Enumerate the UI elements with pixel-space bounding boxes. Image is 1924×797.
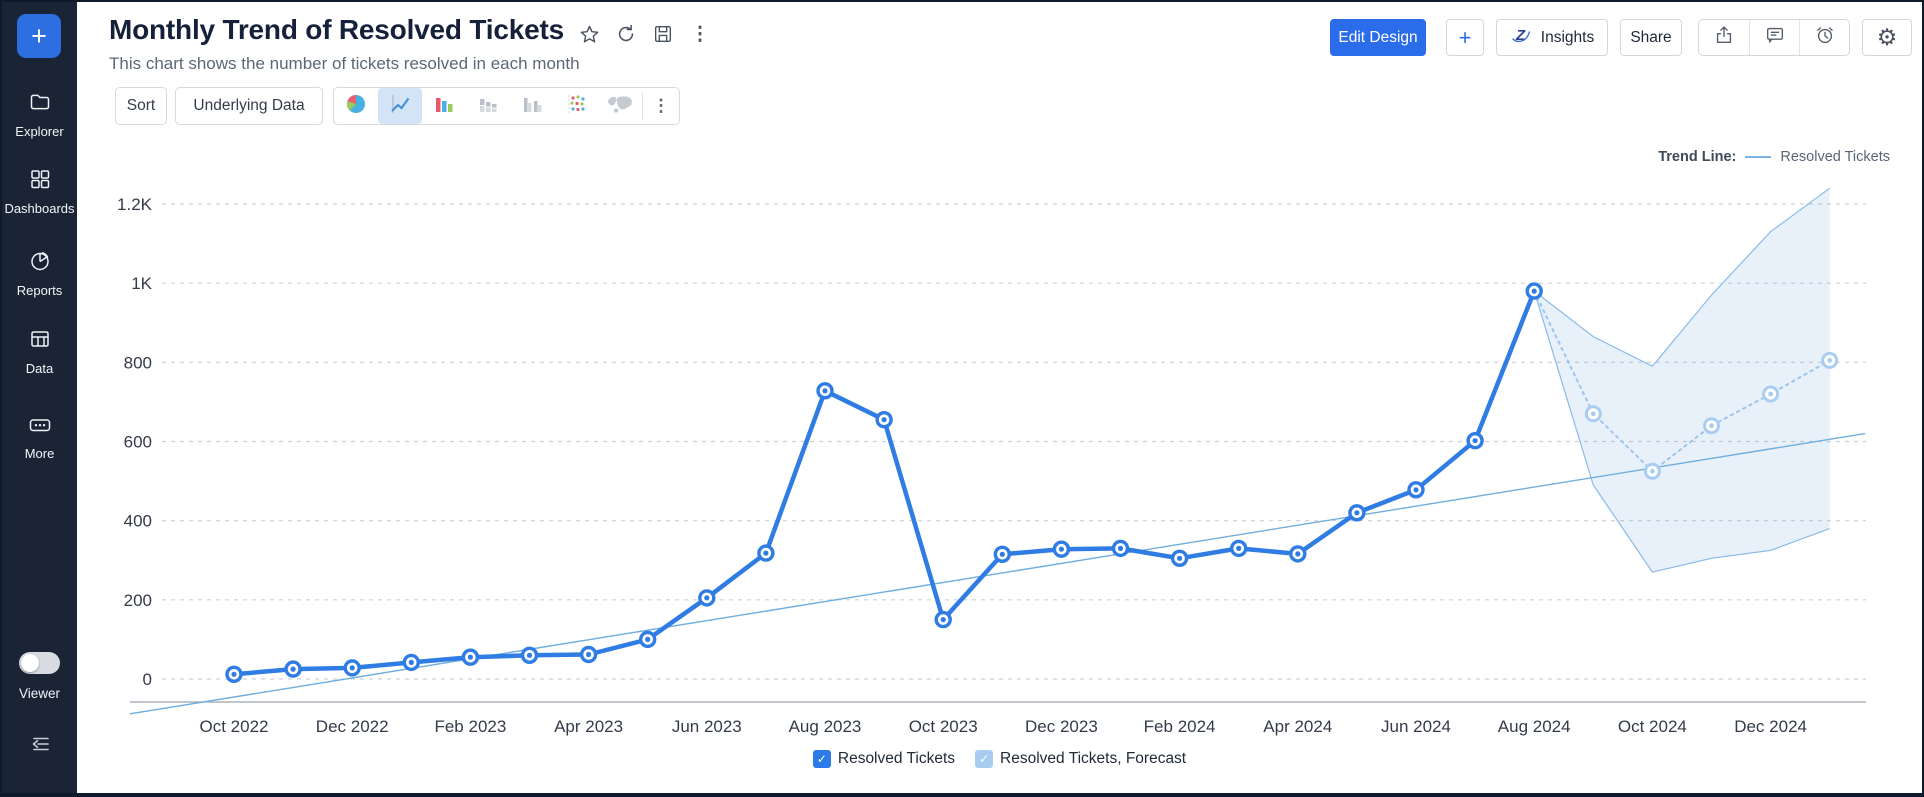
trend-line-legend: Trend Line: Resolved Tickets	[1658, 149, 1890, 165]
comments-button[interactable]	[1749, 20, 1799, 55]
sidebar-item-label: Dashboards	[4, 201, 75, 216]
viewer-toggle-knob	[21, 654, 39, 672]
toolbar-divider	[642, 93, 643, 119]
trend-line-swatch	[1745, 156, 1772, 158]
chart-type-toolbar: ⋮	[333, 87, 680, 125]
svg-text:Dec 2024: Dec 2024	[1734, 717, 1807, 736]
sort-button[interactable]: Sort	[115, 87, 167, 125]
chart-legend: ✓ Resolved Tickets ✓ Resolved Tickets, F…	[77, 750, 1922, 768]
chart-type-stacked-bar-button[interactable]	[466, 88, 510, 124]
share-button[interactable]: Share	[1620, 19, 1682, 56]
trend-line-series-label: Resolved Tickets	[1780, 149, 1890, 165]
title-action-icons: ⋮	[577, 22, 712, 46]
svg-text:Feb 2024: Feb 2024	[1144, 717, 1216, 736]
insights-button-label: Insights	[1540, 28, 1595, 46]
scatter-plot-icon	[563, 91, 589, 122]
sidebar-item-label: Reports	[16, 283, 63, 298]
svg-text:Oct 2023: Oct 2023	[909, 717, 978, 736]
svg-text:800: 800	[124, 353, 152, 372]
chart-type-grouped-bar-button[interactable]	[510, 88, 554, 124]
save-icon[interactable]	[651, 22, 675, 46]
dashboards-grid-icon	[28, 167, 52, 196]
gear-icon: ⚙	[1876, 24, 1898, 50]
svg-text:Z: Z	[1515, 27, 1526, 44]
chart-type-pie-button[interactable]	[334, 88, 378, 124]
viewer-toggle[interactable]	[19, 652, 60, 674]
grouped-bar-icon	[519, 91, 545, 122]
chart-type-map-button[interactable]	[598, 88, 642, 124]
underlying-data-button[interactable]: Underlying Data	[175, 87, 323, 125]
svg-text:Apr 2024: Apr 2024	[1263, 717, 1332, 736]
settings-button[interactable]: ⚙	[1862, 19, 1912, 56]
sidebar-item-label: More	[24, 446, 55, 461]
header-icon-group	[1698, 19, 1850, 56]
bar-chart-icon	[431, 91, 457, 122]
page-title: Monthly Trend of Resolved Tickets	[109, 14, 564, 45]
sidebar-item-more[interactable]: More	[2, 414, 77, 461]
svg-text:1K: 1K	[131, 274, 152, 293]
comment-icon	[1764, 24, 1786, 51]
svg-text:1.2K: 1.2K	[117, 195, 153, 214]
sidebar-item-label: Explorer	[15, 124, 64, 139]
svg-text:Dec 2022: Dec 2022	[316, 717, 389, 736]
create-new-button[interactable]: +	[17, 14, 61, 58]
pie-chart-icon	[343, 91, 369, 122]
svg-text:Aug 2024: Aug 2024	[1498, 717, 1571, 736]
svg-text:600: 600	[124, 433, 152, 452]
svg-text:Oct 2024: Oct 2024	[1618, 717, 1687, 736]
viewer-toggle-label: Viewer	[18, 686, 61, 701]
sidebar-item-dashboards[interactable]: Dashboards	[2, 167, 77, 216]
svg-text:200: 200	[124, 591, 152, 610]
legend-label: Resolved Tickets	[837, 750, 956, 767]
favorite-star-icon[interactable]	[577, 22, 601, 46]
trend-chart-svg[interactable]: 0 200 400 600 800 1K 1.2K Oct 2022 Dec 2022 Feb 2…	[96, 142, 1908, 767]
stacked-bar-icon	[475, 91, 501, 122]
folder-icon	[28, 90, 52, 119]
edit-design-button[interactable]: Edit Design	[1330, 19, 1426, 56]
chart-type-more-kebab-icon[interactable]: ⋮	[652, 96, 670, 115]
zia-icon: Z	[1510, 25, 1534, 50]
sidebar-item-reports[interactable]: Reports	[2, 249, 77, 298]
svg-text:Jun 2023: Jun 2023	[672, 717, 742, 736]
main-content: Monthly Trend of Resolved Tickets This c…	[77, 2, 1922, 793]
map-icon	[605, 92, 635, 121]
svg-text:Feb 2023: Feb 2023	[434, 717, 506, 736]
chart-type-bar-button[interactable]	[422, 88, 466, 124]
chart-type-line-button[interactable]	[378, 88, 422, 124]
svg-text:400: 400	[124, 512, 152, 531]
svg-text:Oct 2022: Oct 2022	[200, 717, 269, 736]
sidebar-item-explorer[interactable]: Explorer	[2, 90, 77, 139]
sidebar: + Explorer Dashboards Reports	[2, 2, 77, 793]
ellipsis-icon	[27, 414, 53, 441]
collapse-sidebar-icon[interactable]	[26, 734, 54, 759]
table-icon	[28, 327, 52, 356]
line-chart-icon	[387, 91, 413, 122]
alarm-clock-icon	[1814, 24, 1836, 51]
export-icon	[1713, 24, 1735, 51]
title-more-kebab-icon[interactable]: ⋮	[690, 23, 710, 45]
legend-item-resolved-tickets[interactable]: ✓ Resolved Tickets	[812, 750, 956, 768]
sidebar-item-data[interactable]: Data	[2, 327, 77, 376]
legend-item-resolved-tickets-forecast[interactable]: ✓ Resolved Tickets, Forecast	[975, 750, 1186, 768]
add-report-button[interactable]: +	[1446, 19, 1484, 56]
legend-checkbox-checked[interactable]: ✓	[812, 750, 831, 768]
svg-text:Aug 2023: Aug 2023	[789, 717, 862, 736]
refresh-icon[interactable]	[614, 22, 638, 46]
insights-button[interactable]: Z Insights	[1496, 19, 1608, 56]
schedule-alert-button[interactable]	[1799, 20, 1849, 55]
svg-text:Jun 2024: Jun 2024	[1381, 717, 1451, 736]
page-subtitle: This chart shows the number of tickets r…	[109, 54, 580, 73]
pie-report-icon	[28, 249, 52, 278]
chart-type-scatter-button[interactable]	[554, 88, 598, 124]
legend-checkbox-checked[interactable]: ✓	[975, 750, 994, 768]
svg-text:Apr 2023: Apr 2023	[554, 717, 623, 736]
legend-label: Resolved Tickets, Forecast	[1000, 750, 1187, 767]
trend-line-legend-label: Trend Line:	[1658, 149, 1737, 165]
svg-text:0: 0	[143, 670, 152, 689]
sidebar-item-label: Data	[25, 361, 54, 376]
svg-text:Dec 2023: Dec 2023	[1025, 717, 1098, 736]
export-button[interactable]	[1699, 20, 1749, 55]
